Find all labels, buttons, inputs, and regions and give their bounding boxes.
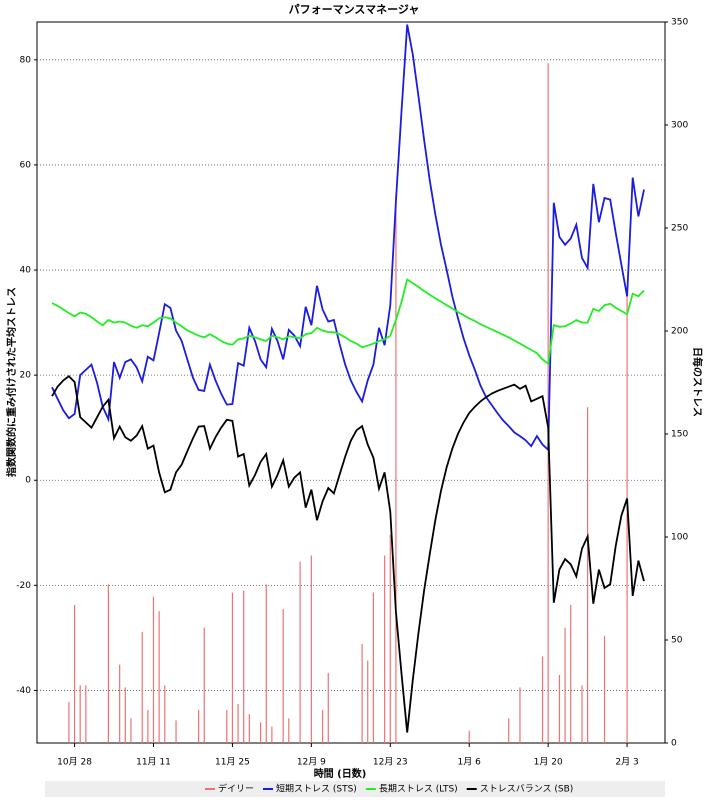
y-tick-label: -20 [16,581,31,591]
bar [175,720,177,743]
bar [119,664,121,743]
bar [389,534,391,743]
bar [547,63,549,743]
bar [158,611,160,743]
bar [310,555,312,743]
x-tick-label: 10月 28 [57,757,92,768]
bar [141,631,143,743]
bar [231,592,234,743]
legend-label: 短期ストレス (STS) [276,783,357,795]
bar [299,561,301,743]
bar [603,635,606,743]
bar [361,644,363,743]
bar [130,718,132,743]
bar [288,718,290,743]
y2-tick-label: 100 [671,533,688,543]
bar [367,660,369,743]
bar [248,714,250,743]
bar [327,672,329,743]
bar [203,627,205,743]
legend-label: 長期ストレス (LTS) [379,784,458,795]
y2-tick-label: 350 [671,18,688,28]
x-tick-label: 11月 25 [215,757,250,768]
bar [68,701,70,743]
x-tick-label: 12月 9 [297,757,326,768]
plot-frame [36,21,666,744]
y-tick-label: 40 [20,266,32,276]
x-tick-label: 12月 23 [373,757,408,768]
chart-title: パフォーマンスマネージャ [289,3,420,16]
line [51,375,645,733]
bar [226,710,228,743]
bar [395,192,397,744]
bar [581,685,583,743]
y-axis-label: 指数関数的に重み付けされた平均ストレス [5,287,18,477]
bar [85,685,87,743]
y-tick-label: 20 [20,371,32,381]
x-axis-label: 時間 (日数) [314,767,367,780]
bar [372,592,374,743]
bar [197,710,200,743]
x-tick-label: 1月 20 [534,757,563,768]
bar [271,726,273,743]
y-tick-label: 60 [20,160,32,170]
y-tick-label: -40 [16,686,31,696]
bar [164,685,166,743]
bar [265,584,267,743]
bar [107,584,109,743]
y-tick-label: 0 [25,476,31,486]
legend-box [45,781,665,797]
bar [152,596,155,743]
legend-label: デイリー [218,783,254,795]
x-tick-label: 11月 11 [136,757,171,768]
bar [260,722,262,743]
bar [124,687,126,743]
bar [384,555,386,743]
line [51,24,645,452]
bar [73,604,76,743]
bar [570,604,572,743]
y2-tick-label: 0 [671,739,677,749]
bar [541,656,544,743]
y-tick-label: 80 [20,55,32,65]
y2-tick-label: 150 [671,430,688,440]
bar [147,710,149,743]
line [51,278,645,366]
bar [243,590,245,743]
bar [558,675,561,743]
bar [587,407,589,743]
bar [237,703,239,743]
bar [322,710,324,743]
legend-label: ストレスバランス (SB) [480,784,574,795]
y2-tick-label: 200 [671,327,688,337]
bar [508,718,510,743]
bar [468,730,470,743]
bar [519,687,521,743]
x-tick-label: 1月 6 [458,757,482,768]
bar [282,609,284,743]
bar [79,685,81,743]
y2-tick-label: 250 [671,224,688,234]
bar [564,627,566,743]
y2-axis-label: 日毎のストレス [691,347,704,417]
y2-tick-label: 300 [671,121,688,131]
bar [626,289,628,743]
x-tick-label: 2月 3 [615,757,638,768]
y2-tick-label: 50 [671,636,683,646]
